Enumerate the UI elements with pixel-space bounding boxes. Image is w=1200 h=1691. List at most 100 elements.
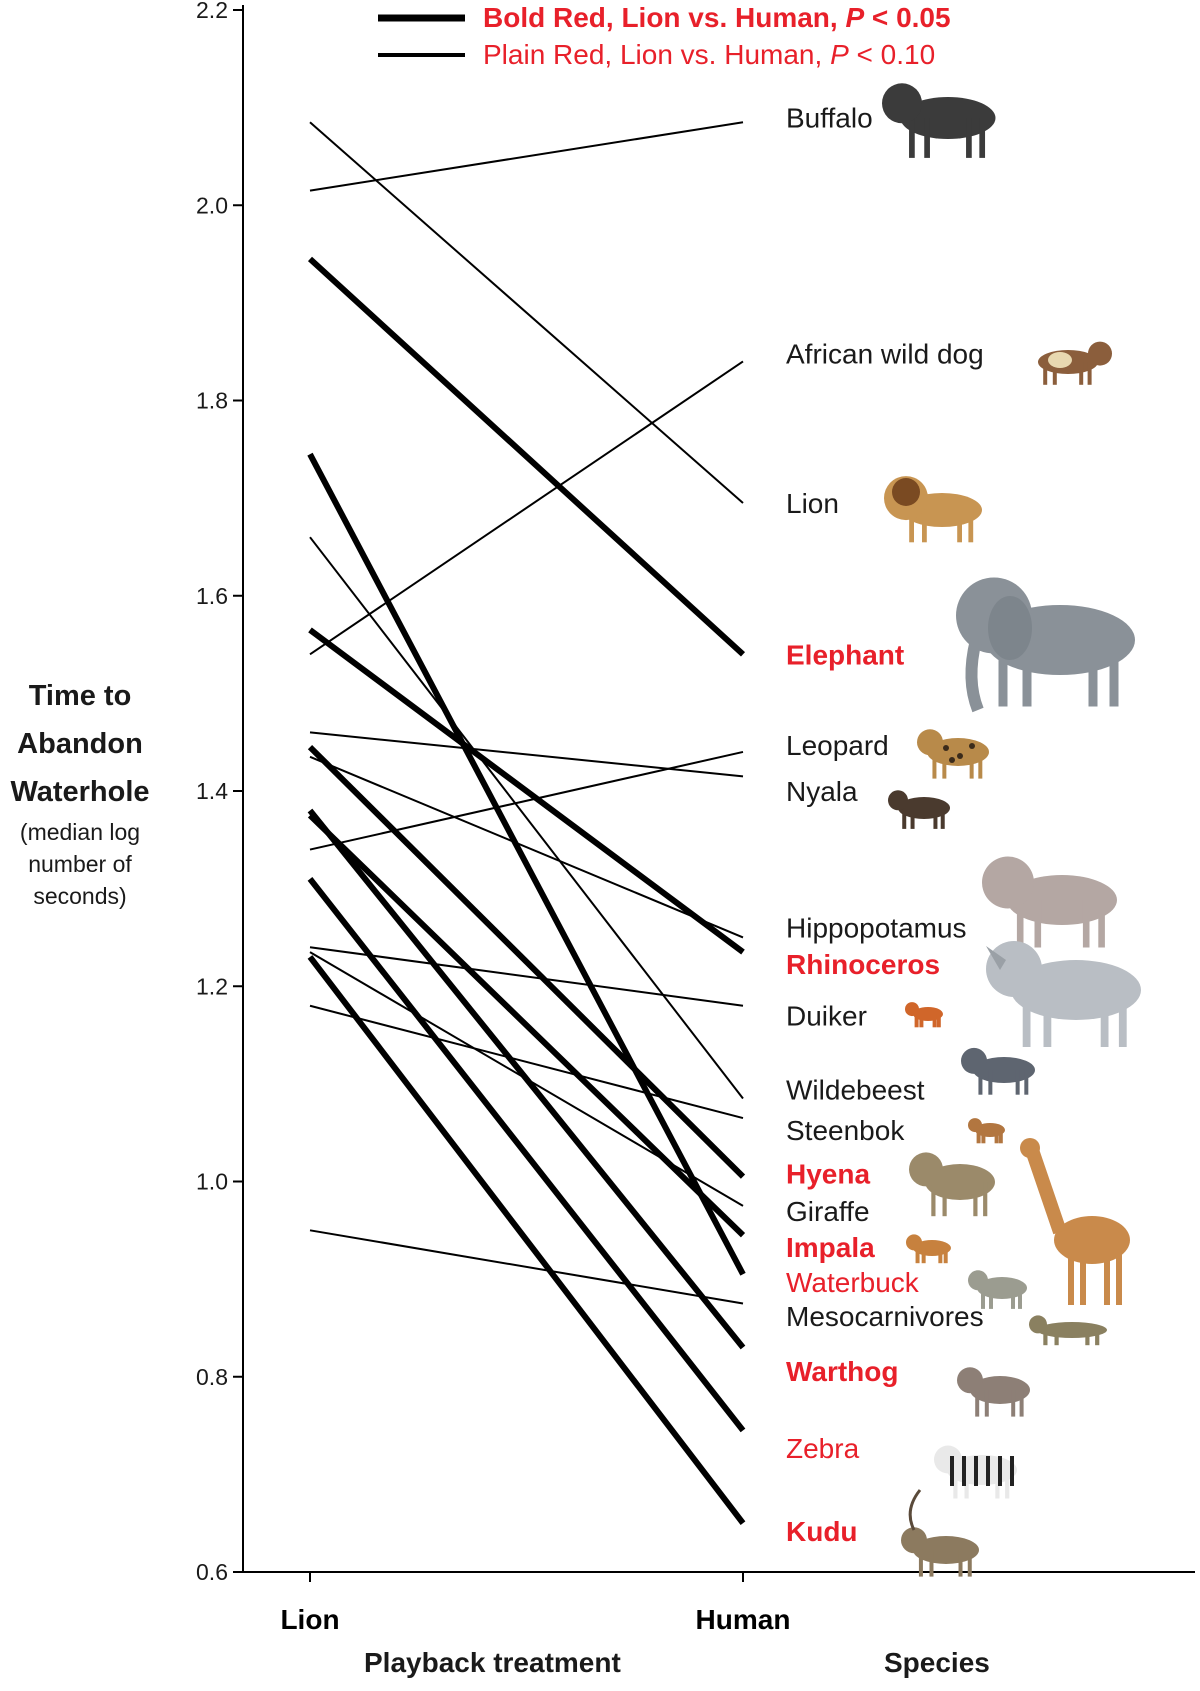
icon-part [908,1489,922,1531]
icon-part [1011,1390,1016,1417]
icon-part [1048,352,1072,368]
icon-part [940,808,945,829]
y-tick-label: 1.2 [196,973,228,999]
zebra-icon [934,1445,1017,1499]
series-line [309,1229,744,1305]
icon-part [953,1470,958,1499]
icon-part [988,596,1032,660]
icon-part [1043,990,1052,1047]
icon-part [1095,1330,1100,1346]
icon-part [1019,1390,1024,1417]
species-icons [882,83,1141,1577]
icon-part [909,510,914,543]
series-line [307,452,746,1276]
x-tick-label: Lion [280,1604,339,1635]
series-line [309,1004,744,1120]
icon-part [976,1130,981,1144]
icon-part [1087,362,1092,385]
wild-dog-icon [1038,341,1112,385]
legend-text: Plain Red, Lion vs. Human, [483,39,830,70]
series-line [309,946,744,1007]
species-label: Buffalo [786,102,873,133]
species-label: Hyena [786,1159,870,1190]
species-label: African wild dog [786,339,984,370]
species-label: Steenbok [786,1115,905,1146]
legend-p-value: < 0.10 [849,39,935,70]
icon-part [973,1182,978,1217]
species-label: Waterbuck [786,1267,920,1298]
icon-part [1005,1470,1010,1499]
icon-part [942,1182,947,1217]
species-label: Wildebeest [786,1075,925,1106]
icon-part [967,1550,972,1577]
leopard-icon [917,729,989,779]
icon-part [1109,640,1119,707]
icon-part [924,118,930,158]
icon-part [921,1248,926,1264]
icon-part [968,1118,982,1133]
icon-part [918,1550,923,1577]
icon-part [965,638,984,713]
icon-part [1016,900,1024,948]
y-axis-subtitle-line: number of [28,851,132,877]
series-line [309,755,744,939]
y-tick-label: 0.6 [196,1559,228,1585]
icon-part [978,752,983,779]
icon-part [892,478,920,506]
icon-part [1054,1330,1059,1346]
icon-part [931,1182,936,1217]
y-tick-label: 0.8 [196,1364,228,1390]
y-tick-label: 1.4 [196,778,228,804]
icon-part [986,1456,990,1486]
icon-part [988,1070,993,1095]
icon-part [982,856,1034,909]
icon-part [905,1002,919,1017]
y-tick-label: 1.8 [196,388,228,414]
icon-part [882,83,922,124]
icon-part [932,752,937,779]
series-line [307,955,746,1526]
icon-part [994,1130,999,1144]
icon-part [1018,1288,1022,1309]
kudu-icon [901,1489,979,1577]
lion-icon [884,476,982,543]
icon-part [998,640,1008,707]
y-axis-title: Time to Abandon Waterhole (median log nu… [0,672,160,912]
icon-part [934,1445,962,1474]
species-label: Giraffe [786,1196,870,1227]
icon-part [936,1014,941,1028]
icon-part [1034,900,1042,948]
series-line [309,536,744,1100]
hippopotamus-icon [982,856,1117,948]
icon-part [901,1527,927,1554]
species-label: Mesocarnivores [786,1301,984,1332]
species-column-title: Species [884,1647,990,1678]
series-line [309,750,744,851]
series-line [307,813,746,1238]
icon-part [932,1014,937,1028]
icon-part [1100,990,1109,1047]
icon-part [1088,640,1098,707]
icon-part [961,1047,987,1074]
hyena-icon [909,1152,995,1217]
y-axis-subtitle-line: seconds) [33,883,127,909]
icon-part [981,1288,985,1309]
icon-part [1080,1245,1086,1305]
species-label: Leopard [786,730,889,761]
legend-p-value: < 0.05 [864,2,950,33]
icon-part [1020,1138,1040,1158]
icon-part [1025,1147,1067,1235]
y-axis-subtitle-line: (median log [19,819,141,845]
icon-part [1068,1245,1074,1305]
icon-part [998,1456,1002,1486]
icon-part [938,1248,943,1264]
icon-part [964,1470,969,1499]
species-label: Duiker [786,1001,867,1032]
icon-part [986,946,1006,970]
series-line [309,121,744,192]
icon-part [989,1288,993,1309]
icon-part [974,1456,978,1486]
species-label: Warthog [786,1356,899,1387]
icon-part [978,1070,983,1095]
steenbok-icon [968,1118,1005,1144]
